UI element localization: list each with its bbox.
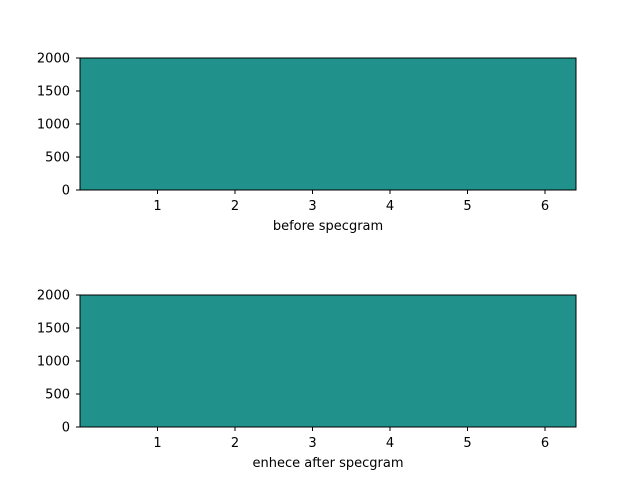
top-x-tick-label: 3 <box>308 199 316 214</box>
bottom-x-tick-label: 4 <box>386 436 394 451</box>
bottom-spectrogram-subplot: 1 2 3 4 5 6 0 500 1000 1500 2000 enhece after spe… <box>37 289 577 471</box>
bottom-y-tick-label: 1500 <box>37 322 70 337</box>
top-y-tick-label: 0 <box>62 184 70 199</box>
bottom-y-tick-label: 0 <box>62 421 70 436</box>
top-x-tick-label: 2 <box>231 199 239 214</box>
top-x-ticks: 1 2 3 4 5 6 <box>153 190 549 214</box>
top-x-axis-label: before specgram <box>273 219 383 234</box>
top-x-tick-label: 5 <box>463 199 471 214</box>
top-x-tick-label: 1 <box>153 199 161 214</box>
bottom-spectrogram-image <box>80 295 576 427</box>
top-y-tick-label: 1000 <box>37 118 70 133</box>
top-y-ticks: 0 500 1000 1500 2000 <box>37 52 80 199</box>
bottom-x-tick-label: 2 <box>231 436 239 451</box>
bottom-x-tick-label: 1 <box>153 436 161 451</box>
bottom-y-ticks: 0 500 1000 1500 2000 <box>37 289 80 436</box>
top-spectrogram-subplot: 1 2 3 4 5 6 0 500 1000 1500 2000 before specgram <box>37 52 577 234</box>
bottom-y-tick-label: 1000 <box>37 355 70 370</box>
top-x-tick-label: 4 <box>386 199 394 214</box>
bottom-y-tick-label: 500 <box>45 388 70 403</box>
top-y-tick-label: 2000 <box>37 52 70 67</box>
top-x-tick-label: 6 <box>541 199 549 214</box>
bottom-y-tick-label: 2000 <box>37 289 70 304</box>
top-spectrogram-image <box>80 58 576 190</box>
bottom-x-tick-label: 6 <box>541 436 549 451</box>
bottom-x-ticks: 1 2 3 4 5 6 <box>153 427 549 451</box>
bottom-x-tick-label: 5 <box>463 436 471 451</box>
top-y-tick-label: 1500 <box>37 85 70 100</box>
bottom-x-axis-label: enhece after specgram <box>252 456 403 471</box>
top-y-tick-label: 500 <box>45 151 70 166</box>
bottom-x-tick-label: 3 <box>308 436 316 451</box>
